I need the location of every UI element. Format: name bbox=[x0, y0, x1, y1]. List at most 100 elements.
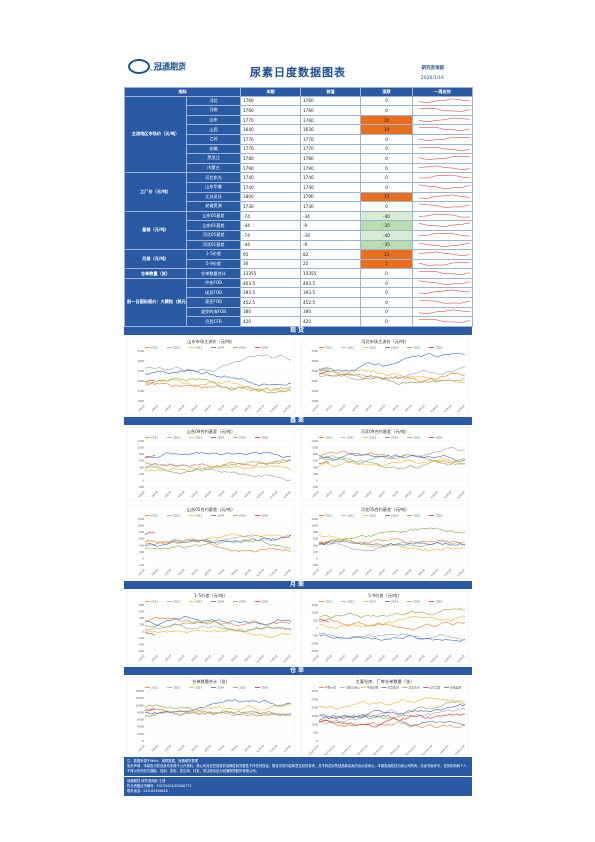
legend-label: 2025 bbox=[239, 599, 246, 603]
y-tick-label: 6000 bbox=[137, 717, 144, 721]
series-line bbox=[144, 703, 292, 717]
row-current: 1780 bbox=[240, 153, 302, 164]
y-tick-label: -200 bbox=[138, 636, 144, 640]
x-tick-label: 6月1日 bbox=[203, 489, 212, 498]
row-item: 江苏灵谷 bbox=[185, 191, 242, 203]
legend-label: 2026 bbox=[435, 345, 442, 349]
legend-label: 2022 bbox=[173, 513, 180, 517]
y-tick-label: 200 bbox=[313, 472, 318, 476]
row-current: 1770 bbox=[240, 133, 302, 145]
x-tick-label: 2025/12/17 bbox=[404, 743, 417, 754]
series-line bbox=[145, 707, 155, 711]
report-header: 冠通期货 GUANTONG FUTURES 尿素日度数据图表 研究咨询部 202… bbox=[124, 55, 472, 87]
y-tick-label: 400 bbox=[313, 543, 318, 547]
row-change: 0 bbox=[360, 105, 414, 116]
legend-label: 2024 bbox=[391, 513, 398, 517]
x-tick-label: 9月1日 bbox=[243, 403, 252, 412]
sparkline bbox=[419, 232, 471, 237]
contact-phone: 联系电话：010-85356618 bbox=[127, 788, 168, 793]
legend-label: 2026 bbox=[261, 513, 268, 517]
y-tick-label: 10000 bbox=[136, 703, 145, 707]
x-tick-label: 7月1日 bbox=[217, 653, 226, 662]
x-tick-label: 2025/12/29 bbox=[420, 743, 433, 754]
sparkline bbox=[419, 319, 471, 323]
table-row: 仓单数量（张） 仓单数量合计 13355 13355 0 bbox=[124, 268, 474, 279]
series-line bbox=[318, 719, 466, 728]
row-current: 1740 bbox=[240, 181, 302, 193]
x-tick-label: 10月1日 bbox=[255, 403, 265, 413]
y-tick-label: -1000 bbox=[310, 641, 318, 645]
y-tick-label: 400 bbox=[139, 465, 144, 469]
x-tick-label: 11月1日 bbox=[269, 489, 279, 499]
x-tick-label: 2月1日 bbox=[150, 743, 159, 752]
x-tick-label: 12月1日 bbox=[282, 743, 292, 753]
legend-label: 2026 bbox=[261, 685, 268, 689]
y-tick-label: 12000 bbox=[136, 696, 145, 700]
row-item: 安徽 bbox=[185, 143, 242, 155]
legend-label: 中化化肥 bbox=[367, 685, 378, 689]
series-line bbox=[144, 699, 292, 715]
x-tick-label: 4月1日 bbox=[177, 743, 186, 752]
row-item: 山东05基差 bbox=[185, 210, 242, 222]
table-row: 東亚FOB 452.5 452.5 0 bbox=[125, 297, 474, 308]
legend-label: 2024 bbox=[217, 685, 224, 689]
x-tick-label: 1月1日 bbox=[137, 489, 146, 498]
legend-label: 2025 bbox=[413, 513, 420, 517]
license-no: 执业资格证书编号：F0235424/Z0000771 bbox=[127, 783, 192, 788]
series-line bbox=[318, 707, 466, 724]
series-line bbox=[144, 459, 292, 468]
x-tick-label: 12月1日 bbox=[282, 403, 292, 413]
x-tick-label: 3月1日 bbox=[338, 489, 347, 498]
x-tick-label: 10月1日 bbox=[429, 489, 439, 499]
series-line bbox=[144, 379, 292, 392]
spot-charts: 山东市场主流价（元/吨） 2021 2022 2023 2024 2025 2026 3500… bbox=[124, 335, 472, 417]
report-date: 2026/1/16 bbox=[420, 76, 444, 81]
legend-label: 2024 bbox=[217, 345, 224, 349]
legend-label: 2022 bbox=[347, 345, 354, 349]
section-spot: 现货 bbox=[124, 326, 472, 335]
x-tick-label: 9月1日 bbox=[417, 653, 426, 662]
series-line bbox=[144, 531, 156, 535]
header-change: 涨跌 bbox=[360, 87, 414, 97]
row-weekly-trend bbox=[412, 162, 474, 174]
legend-label: 2022 bbox=[347, 599, 354, 603]
x-tick-label: 10月1日 bbox=[255, 567, 265, 577]
sparkline bbox=[418, 136, 471, 141]
chart-title: 河北05合约基差（元/吨） bbox=[361, 506, 410, 513]
legend-label: 2025 bbox=[413, 345, 420, 349]
row-previous: 1740 bbox=[300, 181, 362, 193]
legend-label: 2023 bbox=[369, 435, 376, 439]
row-current: -74 bbox=[240, 229, 302, 241]
sparkline bbox=[419, 165, 471, 170]
legend-label: 2023 bbox=[195, 345, 202, 349]
legend-label: 2022 bbox=[173, 435, 180, 439]
row-item: 巴西CFR bbox=[185, 316, 242, 327]
sparkline bbox=[419, 175, 471, 179]
x-tick-label: 11月1日 bbox=[443, 489, 453, 499]
y-tick-label: 0 bbox=[142, 556, 144, 560]
row-previous: 25 bbox=[300, 258, 362, 270]
x-tick-label: 5月1日 bbox=[364, 489, 373, 498]
series-line bbox=[319, 540, 466, 551]
series-line bbox=[144, 459, 292, 474]
row-previous: 420 bbox=[300, 316, 362, 327]
legend-label: 2023 bbox=[369, 513, 376, 517]
table-row: 山东 1770 1760 10 bbox=[125, 114, 474, 126]
chart-hebei-price: 河北市场主流价（元/吨） 2021 2022 2023 2024 2025 2026 3500… bbox=[301, 336, 469, 415]
legend-label: 2026 bbox=[435, 513, 442, 517]
row-weekly-trend bbox=[412, 316, 474, 327]
x-tick-label: 2月1日 bbox=[324, 403, 333, 412]
series-line bbox=[318, 461, 330, 464]
sparkline bbox=[419, 251, 471, 257]
row-change: 13 bbox=[360, 249, 414, 260]
x-tick-label: 2025/11/14 bbox=[355, 743, 368, 754]
row-change: 0 bbox=[360, 316, 414, 327]
x-tick-label: 12月1日 bbox=[456, 489, 466, 499]
row-previous: 13355 bbox=[300, 268, 362, 279]
row-weekly-trend bbox=[412, 249, 474, 260]
series-line bbox=[318, 700, 466, 720]
row-change: 10 bbox=[360, 114, 414, 126]
series-line bbox=[144, 631, 156, 636]
x-tick-label: 8月1日 bbox=[230, 567, 239, 576]
row-previous: -9 bbox=[300, 239, 362, 251]
